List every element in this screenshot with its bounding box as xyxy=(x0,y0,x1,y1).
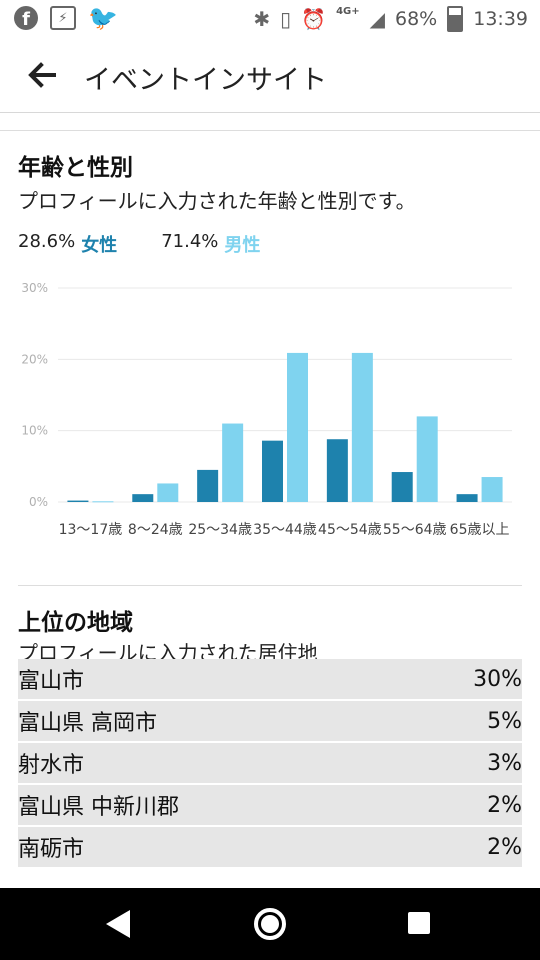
x-tick-label: 65歳以上 xyxy=(450,522,510,538)
back-arrow-icon[interactable] xyxy=(26,60,56,90)
bar-female xyxy=(391,472,413,502)
alarm-icon: ⏰ xyxy=(301,7,327,31)
x-tick-label: 8〜24歳 xyxy=(128,522,183,538)
region-name: 富山県 高岡市 xyxy=(18,711,157,736)
bar-male xyxy=(481,477,503,502)
region-percent: 5% xyxy=(487,708,522,734)
battery-icon xyxy=(447,6,464,32)
signal-icon: ◢ xyxy=(369,7,385,31)
female-percent: 28.6% xyxy=(18,231,76,252)
x-tick-label: 45〜54歳 xyxy=(318,522,382,538)
nav-recents-icon[interactable] xyxy=(408,912,430,934)
region-name: 富山県 中新川郡 xyxy=(18,795,179,820)
bar-female xyxy=(67,500,89,502)
nav-back-icon[interactable] xyxy=(106,910,130,938)
messenger-icon: ⚡ xyxy=(50,6,76,30)
bar-female xyxy=(456,494,478,502)
bar-male xyxy=(222,423,244,502)
vibrate-icon: ▯ xyxy=(280,7,292,31)
bar-male xyxy=(157,483,179,502)
twitter-icon: 🐦 xyxy=(88,4,118,32)
region-row[interactable]: 富山県 中新川郡 2% xyxy=(18,785,522,827)
x-tick-label: 55〜64歳 xyxy=(383,522,447,538)
x-tick-label: 35〜44歳 xyxy=(253,522,317,538)
nav-home-icon[interactable] xyxy=(254,908,286,940)
bar-male xyxy=(416,416,438,502)
y-tick-label: 20% xyxy=(21,352,48,366)
female-label: 女性 xyxy=(81,235,118,256)
male-label: 男性 xyxy=(224,235,261,256)
bar-female xyxy=(132,494,154,502)
age-gender-description: プロフィールに入力された年齢と性別です。 xyxy=(18,189,416,213)
divider xyxy=(0,130,540,131)
male-percent: 71.4% xyxy=(161,231,219,252)
regions-heading: 上位の地域 xyxy=(18,610,133,636)
y-tick-label: 0% xyxy=(29,495,48,509)
bar-male xyxy=(92,501,114,503)
divider xyxy=(18,585,522,586)
status-bar: f ⚡ 🐦 ✱ ▯ ⏰ 4G+ ◢ 68% 13:39 xyxy=(0,0,540,38)
region-percent: 3% xyxy=(487,750,522,776)
region-percent: 2% xyxy=(487,834,522,860)
system-nav-bar xyxy=(0,888,540,960)
region-row[interactable]: 富山県 高岡市 5% xyxy=(18,701,522,743)
bar-male xyxy=(351,352,373,502)
x-tick-label: 13〜17歳 xyxy=(59,522,123,538)
region-name: 富山市 xyxy=(18,669,85,694)
region-name: 南砺市 xyxy=(18,837,85,862)
y-tick-label: 10% xyxy=(21,424,48,438)
bar-female xyxy=(197,469,219,502)
age-gender-heading: 年齢と性別 xyxy=(18,155,133,181)
bar-male xyxy=(287,352,308,502)
region-row[interactable]: 射水市 3% xyxy=(18,743,522,785)
gender-legend: 28.6% 女性 71.4% 男性 xyxy=(18,231,260,257)
region-percent: 2% xyxy=(487,792,522,818)
bar-female xyxy=(326,439,348,502)
y-tick-label: 30% xyxy=(21,281,48,295)
bar-female xyxy=(262,440,283,502)
region-row[interactable]: 富山市 30% xyxy=(18,659,522,701)
region-percent: 30% xyxy=(473,666,522,692)
network-type: 4G+ xyxy=(336,5,360,17)
battery-percent: 68% xyxy=(395,8,438,30)
age-gender-chart: 0% 10% 20% 30% 13〜17歳 8〜24歳 25〜34歳 35〜44歳 45〜54歳… xyxy=(21,281,512,538)
app-bar: イベントインサイト xyxy=(0,38,540,113)
x-tick-label: 25〜34歳 xyxy=(188,522,252,538)
regions-list: 富山市 30% 富山県 高岡市 5% 射水市 3% 富山県 中新川郡 2% 南砺… xyxy=(18,659,522,869)
region-row[interactable]: 南砺市 2% xyxy=(18,827,522,869)
clock: 13:39 xyxy=(473,8,528,30)
region-name: 射水市 xyxy=(18,753,85,778)
page-title: イベントインサイト xyxy=(84,65,327,96)
bluetooth-icon: ✱ xyxy=(253,7,271,31)
facebook-icon: f xyxy=(14,6,38,30)
